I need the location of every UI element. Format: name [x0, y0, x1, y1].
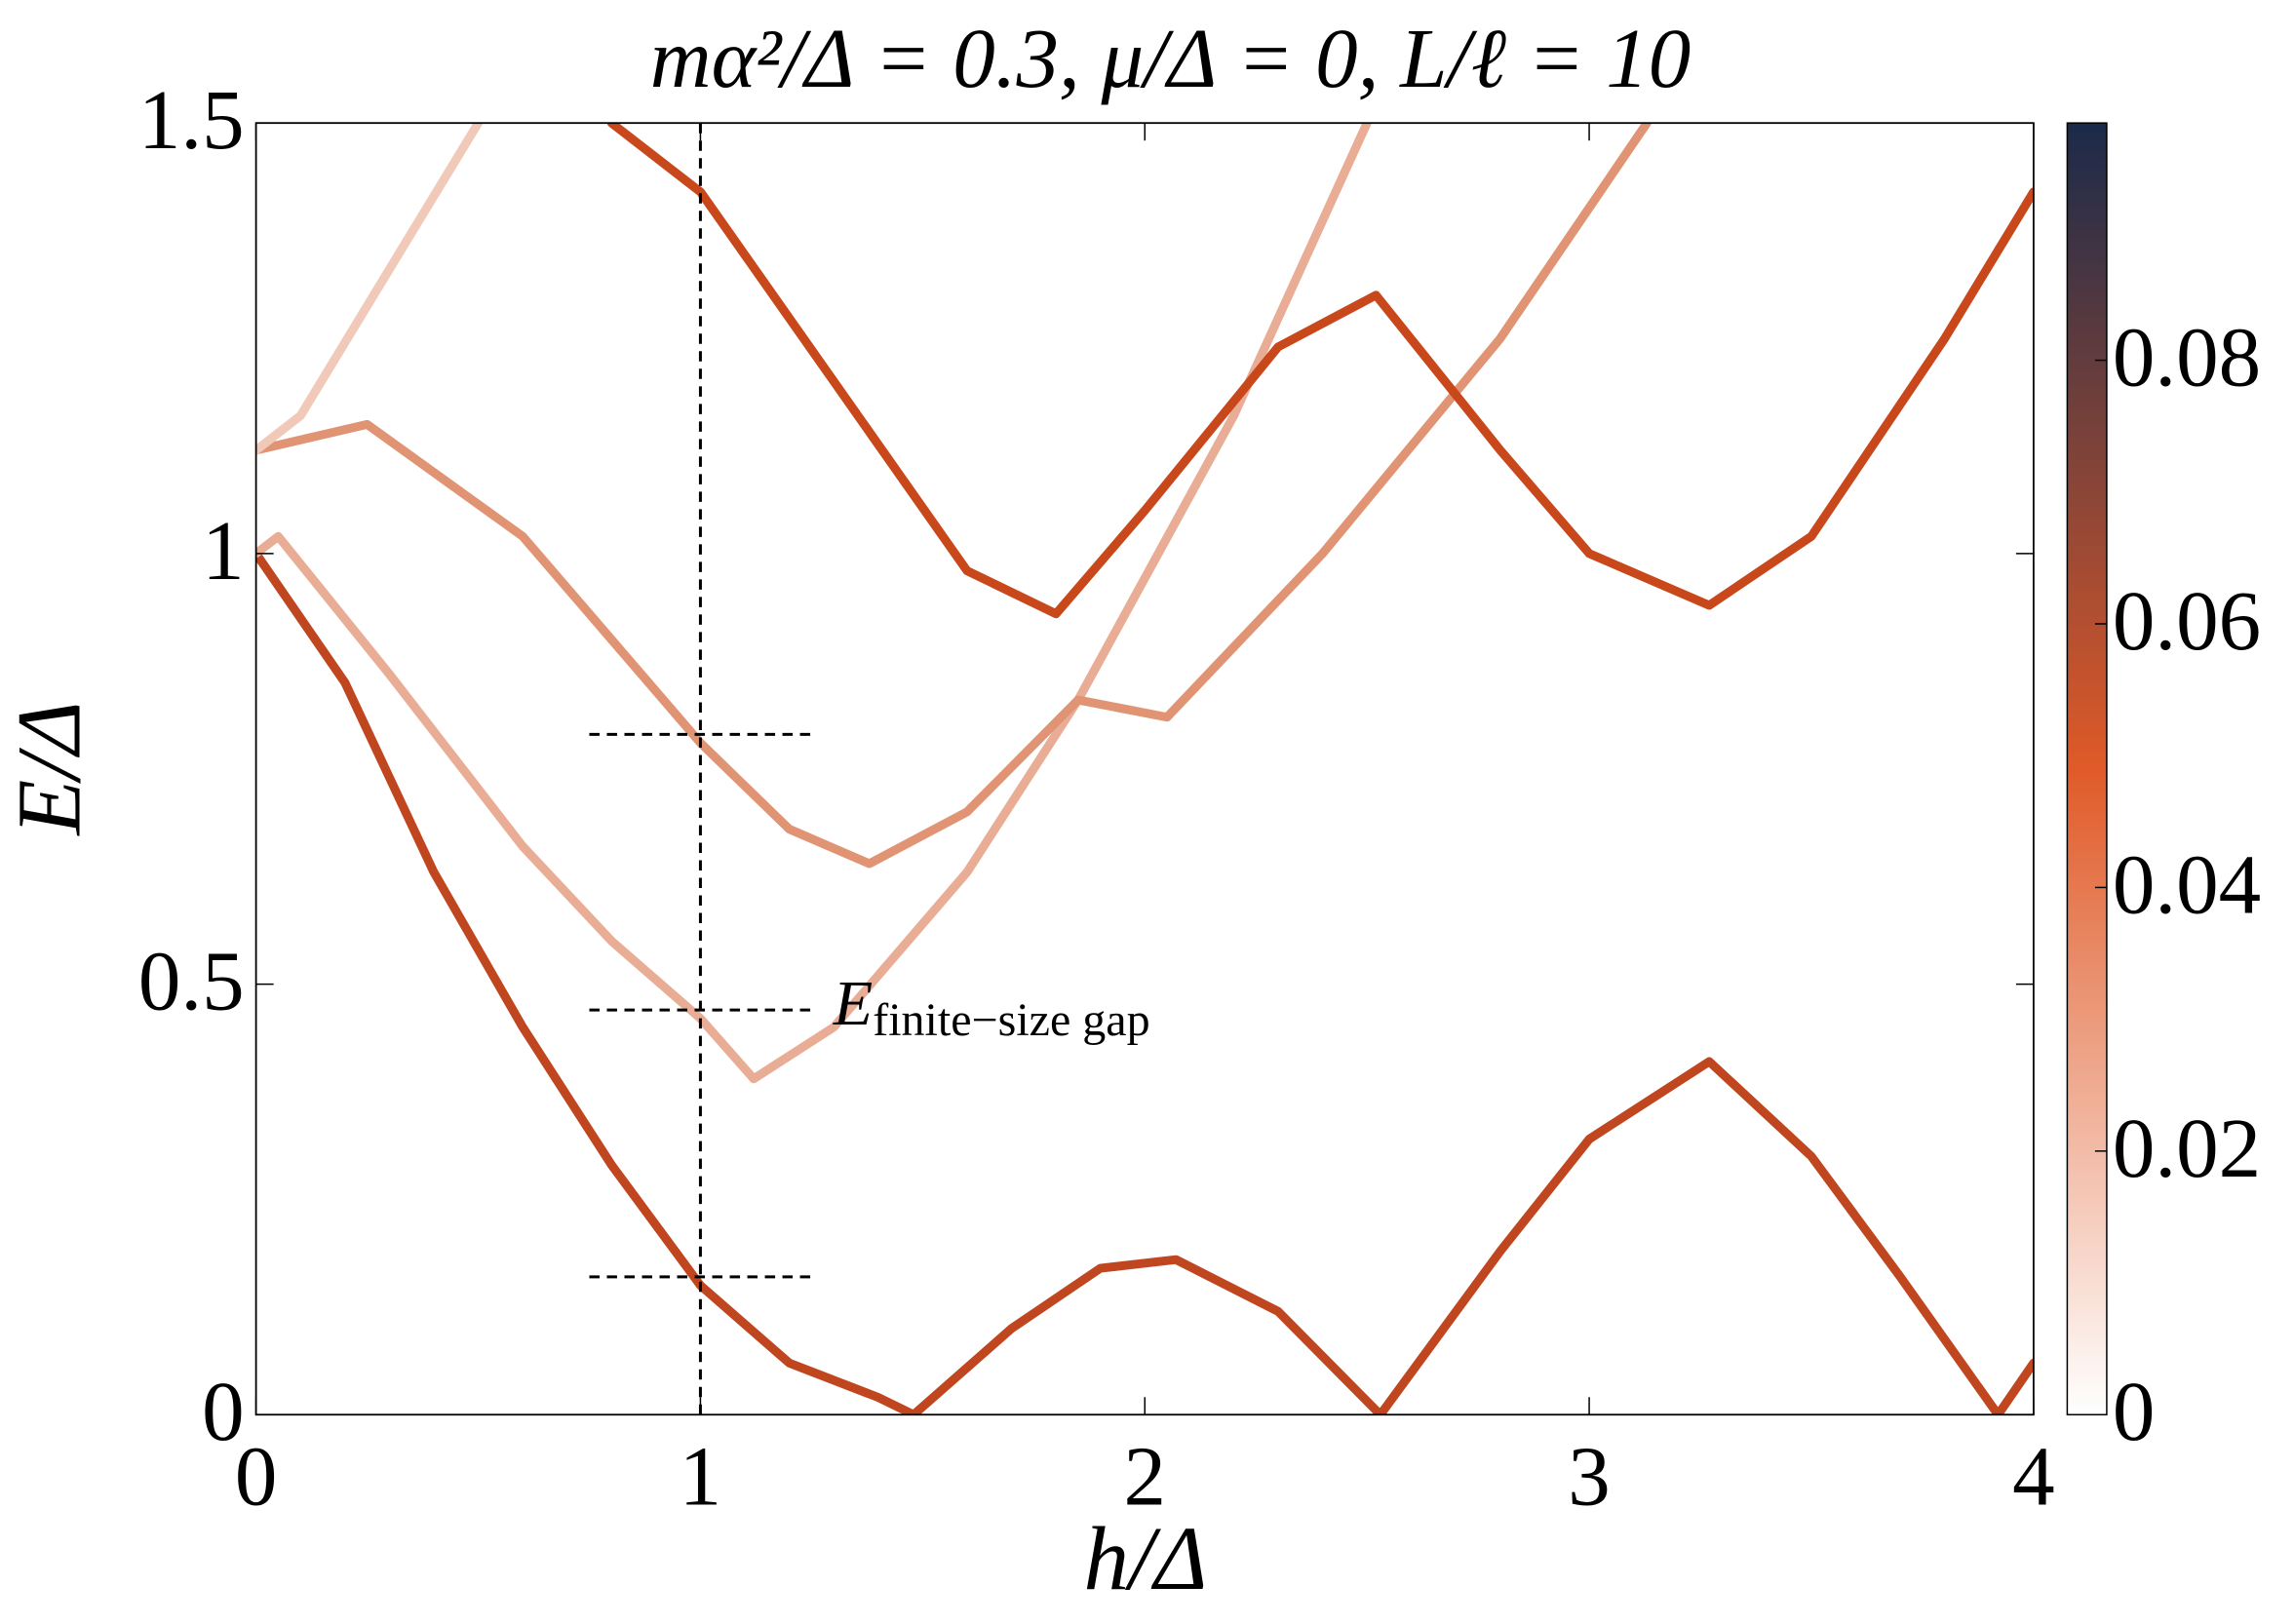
x-tick-label: 2	[1123, 1428, 1166, 1523]
colorbar-tick-label: 0.08	[2113, 310, 2261, 405]
annotation-text: E	[833, 968, 873, 1039]
colorbar-tick-label: 0.04	[2113, 836, 2261, 931]
band-curve	[255, 123, 1372, 1084]
x-axis-label: h/Δ	[1084, 1509, 1208, 1609]
band-curve	[255, 549, 2034, 1415]
y-tick-label: 0.5	[138, 934, 245, 1028]
colorbar-tick-label: 0.02	[2113, 1101, 2261, 1195]
y-tick-label: 1	[202, 503, 245, 598]
band-curve	[606, 123, 2034, 619]
annotation-subscript: finite−size gap	[873, 994, 1149, 1046]
colorbar	[2066, 122, 2108, 1416]
x-tick-label: 3	[1568, 1428, 1611, 1523]
y-tick-label: 1.5	[138, 72, 245, 167]
chart-title: mα²/Δ = 0.3, μ/Δ = 0, L/ℓ = 10	[650, 11, 1691, 105]
colorbar-tick-label: 0.06	[2113, 573, 2261, 668]
x-tick-label: 0	[235, 1428, 278, 1523]
annotation: Efinite−size gap	[833, 968, 1150, 1046]
band-curve	[255, 123, 1652, 869]
x-tick-label: 1	[680, 1428, 722, 1523]
colorbar-tick-label: 0	[2113, 1364, 2156, 1458]
band-curve	[255, 123, 484, 455]
axes-frame	[254, 122, 2035, 1416]
plot-area	[255, 123, 2034, 1415]
y-tick-label: 0	[202, 1364, 245, 1458]
x-tick-label: 4	[2012, 1428, 2055, 1523]
y-axis-label: E/Δ	[0, 701, 99, 836]
